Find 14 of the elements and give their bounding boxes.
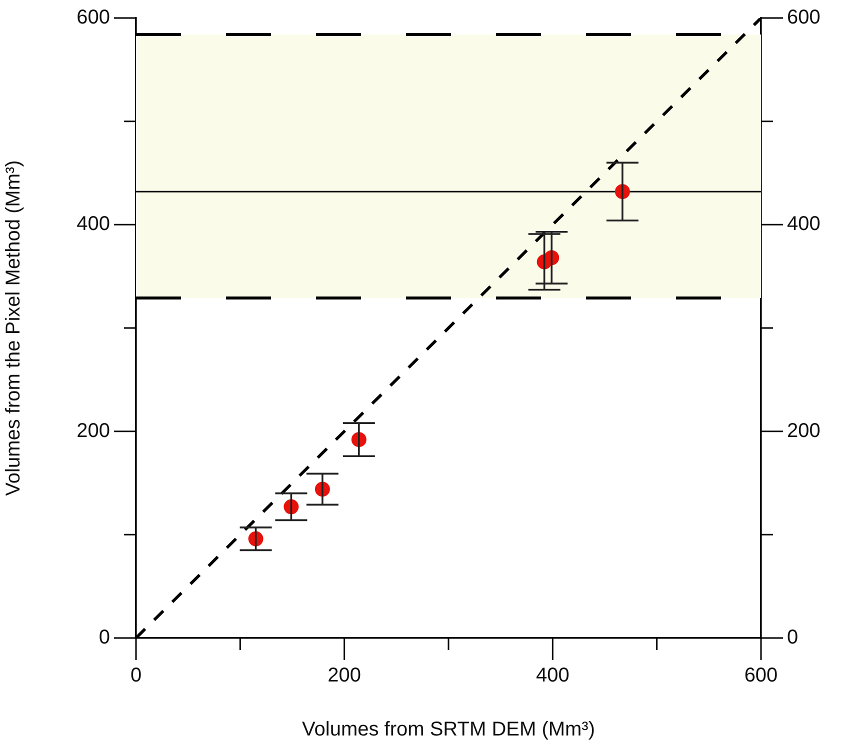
x-tick-label: 0 — [130, 664, 142, 687]
x-tick-label: 400 — [536, 664, 570, 687]
x-axis-title: Volumes from SRTM DEM (Mm³) — [302, 718, 595, 741]
y-tick-label: 600 — [76, 6, 110, 29]
y2-tick-label: 400 — [787, 213, 820, 236]
y2-tick-label: 200 — [787, 420, 820, 442]
y-axis-title: Volumes from the Pixel Method (Mm³) — [2, 160, 25, 496]
y2-tick-label: 0 — [787, 626, 798, 649]
x-tick-label: 600 — [744, 664, 778, 687]
y-tick-label: 200 — [76, 420, 110, 442]
y-tick-label: 0 — [98, 626, 110, 649]
y-tick-label: 400 — [76, 213, 110, 236]
x-tick-label: 200 — [328, 664, 362, 687]
y2-tick-label: 600 — [787, 6, 820, 29]
